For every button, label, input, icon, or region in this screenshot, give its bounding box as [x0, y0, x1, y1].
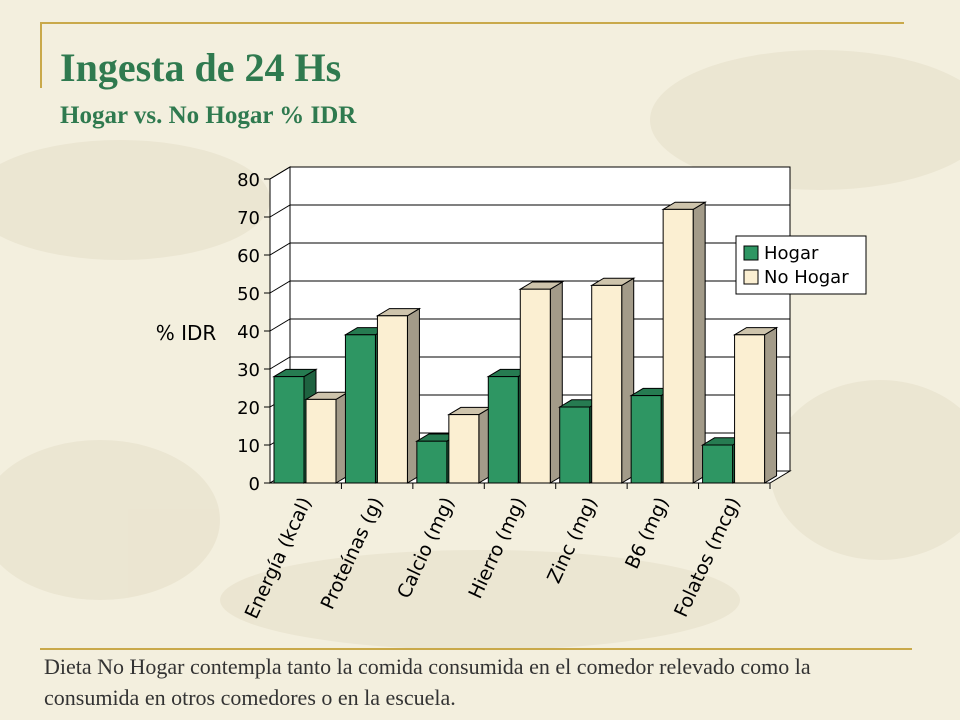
bar-front: [487, 376, 519, 484]
left-rule: [40, 22, 42, 88]
legend-swatch: [743, 245, 759, 261]
bar: [447, 406, 493, 484]
bar-front: [344, 334, 376, 484]
chart-legend: Hogar No Hogar: [735, 235, 867, 295]
legend-label: Hogar: [764, 243, 819, 264]
x-axis-ticks: Energía (kcal) Proteínas (g) Calcio (mg) Hi…: [241, 483, 771, 622]
slide-title: Ingesta de 24 Hs: [60, 45, 342, 90]
bar-front: [448, 414, 480, 484]
gridline: [269, 242, 790, 256]
y-tick-label: 10: [237, 436, 260, 457]
y-tick-label: 50: [237, 284, 260, 305]
bar: [304, 391, 350, 484]
y-tick-label: 70: [237, 208, 260, 229]
gridline: [269, 204, 790, 218]
x-tick-label: Hierro (mg): [464, 494, 530, 602]
y-tick-label: 30: [237, 360, 260, 381]
bar-front: [305, 398, 337, 484]
bar-front: [519, 288, 551, 484]
bar: [732, 326, 779, 484]
y-tick-label: 40: [237, 322, 260, 343]
x-tick-label: Zinc (mg): [543, 494, 602, 587]
x-tick-label: Energía (kcal): [241, 494, 316, 622]
bar: [518, 281, 565, 484]
y-tick-label: 60: [237, 246, 260, 267]
bar: [661, 201, 707, 484]
bar-front: [630, 395, 662, 484]
top-rule: [40, 22, 904, 24]
bar-side: [692, 201, 706, 484]
bar: [375, 307, 422, 484]
legend-swatch: [743, 269, 759, 285]
x-tick-label: Folatos (mcg): [670, 494, 745, 621]
x-tick-label: Calcio (mg): [393, 494, 459, 602]
y-tick-label: 0: [249, 474, 260, 495]
y-axis-label: % IDR: [156, 321, 217, 345]
bar-front: [734, 334, 766, 484]
x-tick-label: Proteínas (g): [317, 494, 388, 613]
bar-front: [559, 406, 591, 484]
bar-front: [273, 376, 305, 484]
y-tick-label: 20: [237, 398, 260, 419]
x-tick-label: B6 (mg): [621, 494, 673, 573]
y-axis-ticks: 0 10 20 30 40 50 60 70 80: [237, 170, 271, 495]
gridline: [269, 166, 790, 180]
chart-bars: [272, 201, 779, 484]
bar-front: [662, 208, 694, 484]
bar-front: [591, 284, 623, 484]
bar-front: [376, 315, 408, 484]
bar-front: [702, 444, 734, 484]
legend-label: No Hogar: [764, 267, 849, 288]
bar: [589, 277, 636, 484]
bar-front: [416, 440, 448, 484]
y-tick-label: 80: [237, 170, 260, 191]
bar-side: [764, 326, 778, 484]
footnote: Dieta No Hogar contempla tanto la comida…: [44, 654, 811, 710]
bottom-rule: [40, 648, 912, 650]
slide-subtitle: Hogar vs. No Hogar % IDR: [60, 102, 357, 129]
